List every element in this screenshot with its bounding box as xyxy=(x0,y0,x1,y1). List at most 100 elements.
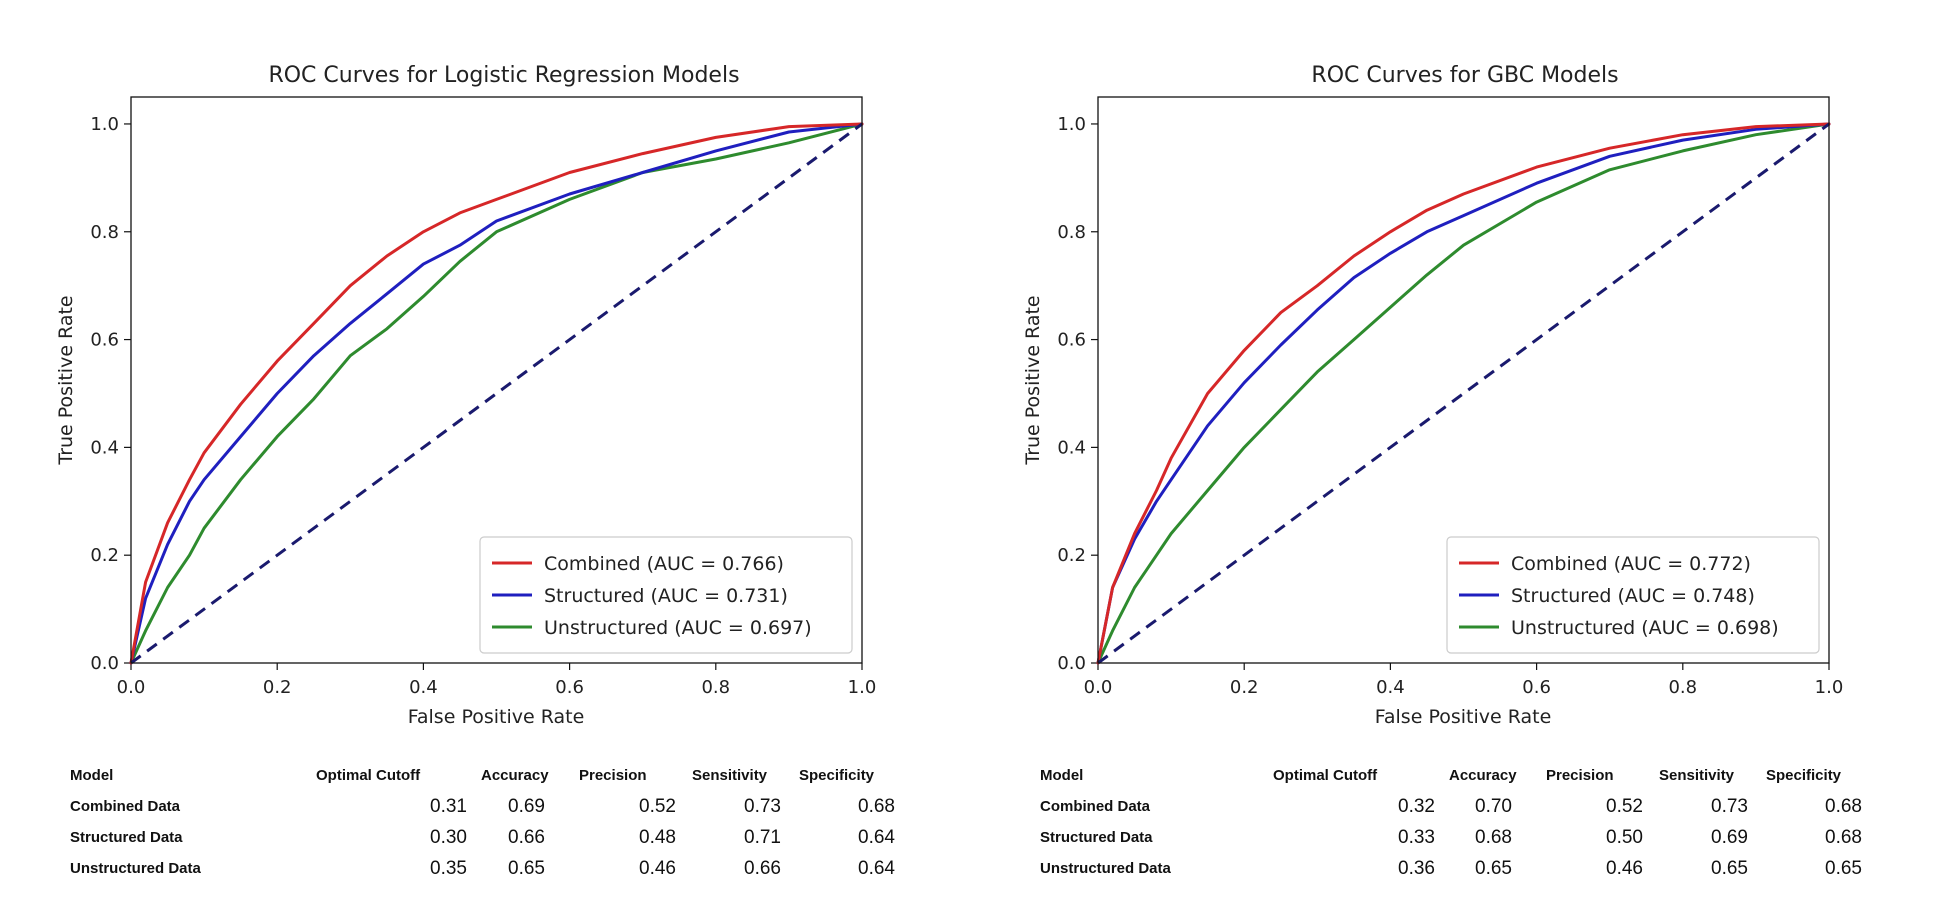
legend-label: Combined (AUC = 0.766) xyxy=(544,553,784,575)
header-accuracy: Accuracy xyxy=(1449,767,1517,784)
chart-title: ROC Curves for Logistic Regression Model… xyxy=(268,63,739,88)
table-header-row: Model Optimal Cutoff Accuracy Precision … xyxy=(1040,760,1866,791)
header-sensitivity: Sensitivity xyxy=(692,767,768,784)
header-model: Model xyxy=(1040,767,1084,784)
row-label: Combined Data xyxy=(70,798,181,815)
cell-optimal-cutoff: 0.32 xyxy=(1398,795,1435,817)
cell-precision: 0.52 xyxy=(639,795,676,817)
cell-specificity: 0.64 xyxy=(858,826,895,848)
roc-chart-gbc: ROC Curves for GBC Models 0.0 0.2 0.4 0.6 0.… xyxy=(1022,63,1844,728)
table-row: Unstructured Data 0.35 0.65 0.46 0.66 0.… xyxy=(70,853,899,884)
x-axis-label: False Positive Rate xyxy=(1375,706,1552,728)
cell-sensitivity: 0.66 xyxy=(744,857,781,879)
y-axis-label: True Positive Rate xyxy=(55,295,77,465)
header-model: Model xyxy=(70,767,114,784)
cell-precision: 0.46 xyxy=(639,857,676,879)
cell-accuracy: 0.66 xyxy=(508,826,545,848)
x-tick-label: 0.0 xyxy=(117,677,146,698)
cell-specificity: 0.65 xyxy=(1825,857,1862,879)
cell-accuracy: 0.69 xyxy=(508,795,545,817)
y-tick-label: 0.6 xyxy=(1057,330,1086,351)
x-tick-label: 0.8 xyxy=(701,677,730,698)
table-header-row: Model Optimal Cutoff Accuracy Precision … xyxy=(70,760,899,791)
cell-specificity: 0.68 xyxy=(858,795,895,817)
legend-label: Combined (AUC = 0.772) xyxy=(1511,553,1751,575)
series-line-2 xyxy=(1096,122,1831,665)
cell-sensitivity: 0.73 xyxy=(744,795,781,817)
x-tick-label: 1.0 xyxy=(848,677,877,698)
row-label: Combined Data xyxy=(1040,798,1151,815)
y-tick-label: 1.0 xyxy=(1057,114,1086,135)
cell-precision: 0.50 xyxy=(1606,826,1643,848)
cell-sensitivity: 0.71 xyxy=(744,826,781,848)
cell-sensitivity: 0.65 xyxy=(1711,857,1748,879)
table-row: Unstructured Data 0.36 0.65 0.46 0.65 0.… xyxy=(1040,853,1866,884)
legend-label: Structured (AUC = 0.748) xyxy=(1511,585,1755,607)
chart-title: ROC Curves for GBC Models xyxy=(1311,63,1618,88)
legend-box xyxy=(479,536,853,654)
x-tick-label: 0.4 xyxy=(409,677,438,698)
chance-diagonal-line xyxy=(130,122,863,665)
y-tick-label: 0.4 xyxy=(90,437,119,458)
x-tick-label: 0.6 xyxy=(1522,677,1551,698)
cell-optimal-cutoff: 0.33 xyxy=(1398,826,1435,848)
cell-optimal-cutoff: 0.30 xyxy=(430,826,467,848)
series-line-1 xyxy=(129,122,864,665)
y-tick-label: 0.8 xyxy=(90,222,119,243)
x-tick-label: 0.0 xyxy=(1084,677,1113,698)
cell-accuracy: 0.70 xyxy=(1475,795,1512,817)
chance-diagonal-line xyxy=(1097,122,1830,665)
row-label: Structured Data xyxy=(1040,829,1153,846)
cell-accuracy: 0.65 xyxy=(1475,857,1512,879)
y-tick-label: 0.0 xyxy=(90,653,119,674)
table-row: Structured Data 0.30 0.66 0.48 0.71 0.64 xyxy=(70,822,899,853)
cell-precision: 0.48 xyxy=(639,826,676,848)
header-specificity: Specificity xyxy=(799,767,875,784)
plot-frame xyxy=(130,96,863,664)
cell-specificity: 0.64 xyxy=(858,857,895,879)
series-line-0 xyxy=(1096,122,1831,665)
cell-sensitivity: 0.73 xyxy=(1711,795,1748,817)
y-tick-label: 0.0 xyxy=(1057,653,1086,674)
table-row: Combined Data 0.31 0.69 0.52 0.73 0.68 xyxy=(70,791,899,822)
table-row: Combined Data 0.32 0.70 0.52 0.73 0.68 xyxy=(1040,791,1866,822)
metrics-table: Model Optimal Cutoff Accuracy Precision … xyxy=(70,760,899,884)
cell-accuracy: 0.68 xyxy=(1475,826,1512,848)
row-label: Unstructured Data xyxy=(70,860,201,877)
cell-precision: 0.46 xyxy=(1606,857,1643,879)
row-label: Unstructured Data xyxy=(1040,860,1171,877)
series-line-0 xyxy=(129,122,864,665)
header-precision: Precision xyxy=(579,767,647,784)
legend-label: Unstructured (AUC = 0.698) xyxy=(1511,617,1779,639)
header-optimal-cutoff: Optimal Cutoff xyxy=(1273,767,1378,784)
x-tick-label: 0.2 xyxy=(263,677,292,698)
y-tick-label: 0.8 xyxy=(1057,222,1086,243)
table-row: Structured Data 0.33 0.68 0.50 0.69 0.68 xyxy=(1040,822,1866,853)
x-tick-label: 0.6 xyxy=(555,677,584,698)
legend-label: Structured (AUC = 0.731) xyxy=(544,585,788,607)
cell-optimal-cutoff: 0.35 xyxy=(430,857,467,879)
y-axis-label: True Positive Rate xyxy=(1022,295,1044,465)
metrics-table: Model Optimal Cutoff Accuracy Precision … xyxy=(1040,760,1866,884)
legend-label: Unstructured (AUC = 0.697) xyxy=(544,617,812,639)
x-tick-label: 0.2 xyxy=(1230,677,1259,698)
row-label: Structured Data xyxy=(70,829,183,846)
x-axis-label: False Positive Rate xyxy=(408,706,585,728)
y-tick-label: 0.4 xyxy=(1057,437,1086,458)
cell-optimal-cutoff: 0.31 xyxy=(430,795,467,817)
legend-box xyxy=(1446,536,1820,654)
header-optimal-cutoff: Optimal Cutoff xyxy=(316,767,421,784)
header-precision: Precision xyxy=(1546,767,1614,784)
y-tick-label: 0.2 xyxy=(1057,545,1086,566)
roc-chart-logistic-regression: ROC Curves for Logistic Regression Model… xyxy=(55,63,877,728)
y-tick-label: 0.2 xyxy=(90,545,119,566)
x-tick-label: 1.0 xyxy=(1815,677,1844,698)
cell-specificity: 0.68 xyxy=(1825,795,1862,817)
header-sensitivity: Sensitivity xyxy=(1659,767,1735,784)
cell-precision: 0.52 xyxy=(1606,795,1643,817)
plot-frame xyxy=(1097,96,1830,664)
y-tick-label: 1.0 xyxy=(90,114,119,135)
cell-optimal-cutoff: 0.36 xyxy=(1398,857,1435,879)
cell-specificity: 0.68 xyxy=(1825,826,1862,848)
cell-accuracy: 0.65 xyxy=(508,857,545,879)
